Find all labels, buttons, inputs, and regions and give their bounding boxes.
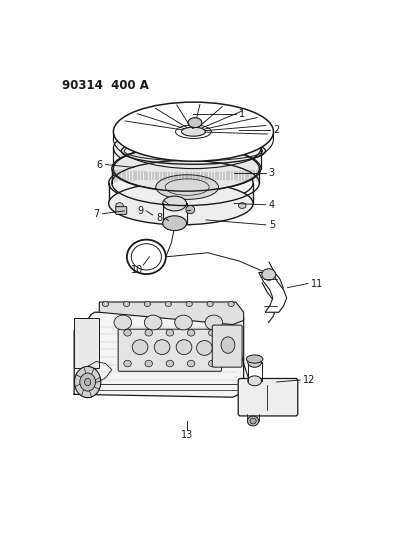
Polygon shape [74, 318, 99, 368]
Text: 7: 7 [93, 209, 99, 219]
Ellipse shape [166, 360, 174, 367]
Ellipse shape [109, 182, 253, 225]
FancyBboxPatch shape [118, 329, 222, 372]
Ellipse shape [207, 302, 213, 306]
Ellipse shape [228, 302, 234, 306]
Ellipse shape [145, 329, 152, 336]
Text: 10: 10 [131, 265, 143, 275]
Text: 2: 2 [273, 125, 280, 135]
Ellipse shape [113, 126, 261, 171]
Ellipse shape [144, 302, 151, 306]
Ellipse shape [239, 203, 246, 208]
Ellipse shape [163, 216, 187, 231]
Text: 3: 3 [269, 168, 275, 177]
Ellipse shape [181, 127, 205, 136]
Ellipse shape [209, 360, 216, 367]
Ellipse shape [132, 340, 148, 354]
Ellipse shape [124, 302, 130, 306]
Ellipse shape [209, 329, 216, 336]
Ellipse shape [75, 366, 101, 398]
Ellipse shape [186, 206, 195, 214]
Ellipse shape [248, 358, 262, 367]
Ellipse shape [188, 118, 202, 127]
Text: 4: 4 [269, 200, 275, 209]
Text: 1: 1 [239, 109, 245, 119]
Ellipse shape [114, 315, 132, 330]
Ellipse shape [175, 315, 192, 330]
Ellipse shape [248, 376, 262, 386]
Ellipse shape [163, 196, 187, 211]
Ellipse shape [188, 360, 195, 367]
Ellipse shape [221, 337, 235, 353]
Polygon shape [99, 302, 244, 325]
Ellipse shape [124, 329, 131, 336]
Text: 8: 8 [156, 213, 162, 223]
Ellipse shape [176, 340, 192, 354]
Ellipse shape [196, 341, 212, 356]
Ellipse shape [116, 203, 123, 208]
Ellipse shape [154, 340, 170, 354]
Ellipse shape [246, 355, 263, 363]
Polygon shape [74, 312, 244, 397]
Text: 5: 5 [269, 220, 275, 230]
Ellipse shape [80, 373, 96, 391]
Ellipse shape [250, 418, 256, 424]
Text: 90314  400 A: 90314 400 A [62, 79, 149, 92]
Ellipse shape [113, 102, 273, 161]
Ellipse shape [262, 269, 276, 280]
FancyBboxPatch shape [212, 325, 242, 367]
Text: 12: 12 [303, 375, 315, 385]
Ellipse shape [247, 416, 259, 426]
Ellipse shape [124, 360, 131, 367]
Ellipse shape [102, 302, 109, 306]
Ellipse shape [145, 360, 152, 367]
Text: 6: 6 [96, 159, 102, 169]
Ellipse shape [205, 315, 223, 330]
Ellipse shape [144, 315, 162, 330]
Ellipse shape [113, 146, 261, 191]
Polygon shape [259, 272, 287, 312]
Text: 11: 11 [311, 279, 323, 288]
Ellipse shape [85, 378, 91, 386]
Text: 13: 13 [181, 430, 193, 440]
FancyBboxPatch shape [238, 378, 298, 416]
Ellipse shape [166, 329, 174, 336]
Ellipse shape [186, 302, 192, 306]
FancyBboxPatch shape [116, 207, 127, 214]
Ellipse shape [165, 302, 171, 306]
Ellipse shape [156, 175, 219, 199]
Text: 9: 9 [137, 206, 143, 216]
Ellipse shape [109, 161, 253, 204]
Ellipse shape [188, 329, 195, 336]
